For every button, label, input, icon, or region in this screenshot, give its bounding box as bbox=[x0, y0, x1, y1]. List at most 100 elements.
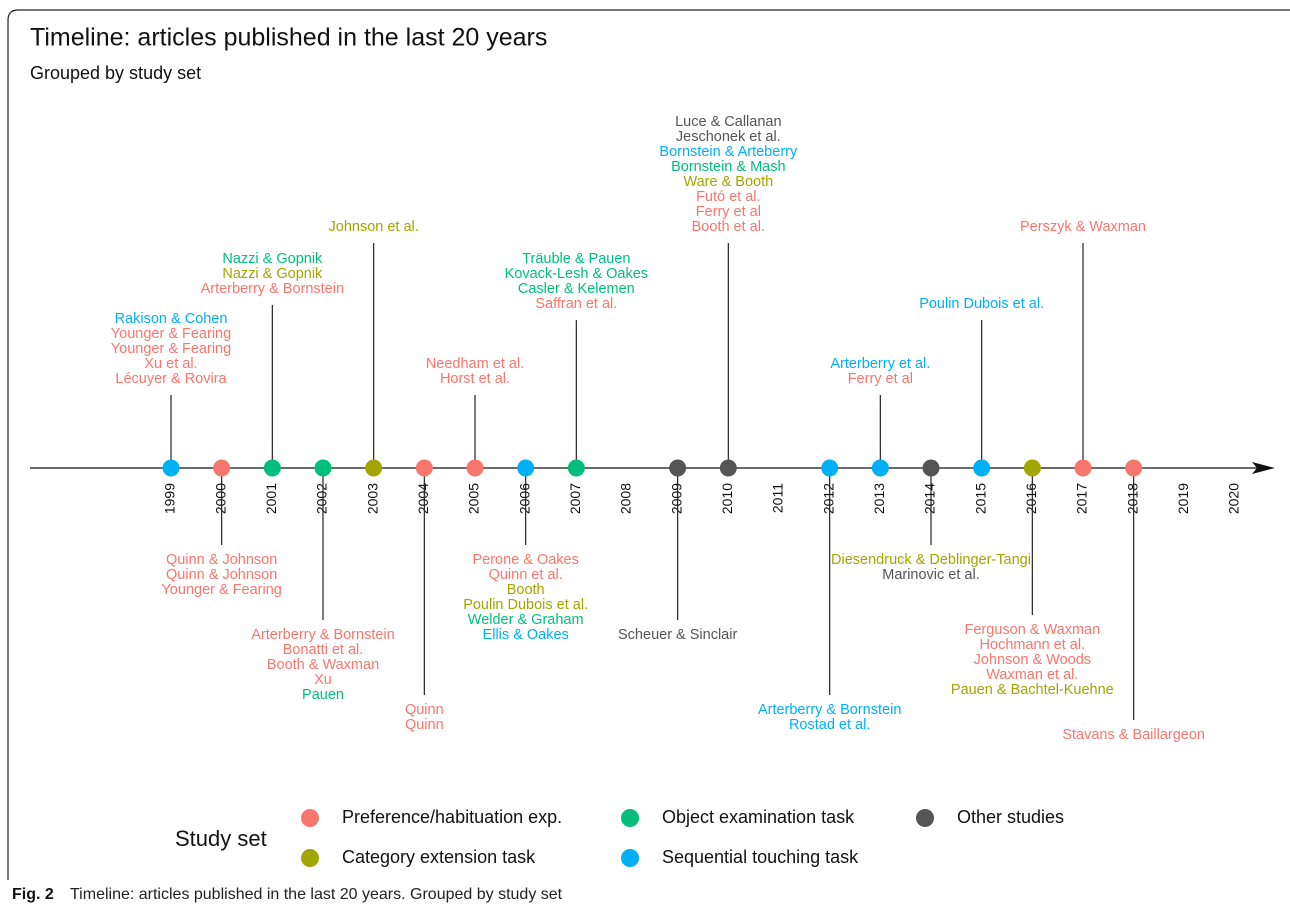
article-label: Booth & Waxman bbox=[267, 657, 379, 673]
article-label: Nazzi & Gopnik bbox=[222, 266, 323, 282]
event-dot bbox=[821, 459, 839, 477]
article-label: Quinn & Johnson bbox=[166, 567, 277, 583]
article-label: Pauen bbox=[302, 687, 344, 703]
event-dot bbox=[1023, 459, 1041, 477]
event-dot bbox=[871, 459, 889, 477]
year-label: 2017 bbox=[1074, 483, 1090, 514]
year-label: 2002 bbox=[314, 483, 330, 514]
event-dot bbox=[1074, 459, 1092, 477]
event-dot bbox=[466, 459, 484, 477]
chart-title: Timeline: articles published in the last… bbox=[30, 24, 547, 52]
year-label: 2005 bbox=[466, 483, 482, 514]
legend-label: Preference/habituation exp. bbox=[342, 807, 562, 827]
event-dot bbox=[162, 459, 180, 477]
article-label: Marinovic et al. bbox=[882, 567, 980, 583]
article-label: Arterberry & Bornstein bbox=[758, 702, 901, 718]
axis-arrow bbox=[1252, 462, 1275, 474]
event-dot bbox=[213, 459, 231, 477]
legend-swatch bbox=[621, 809, 639, 827]
article-label: Quinn bbox=[405, 717, 444, 733]
year-label: 2016 bbox=[1023, 483, 1039, 514]
year-label: 2011 bbox=[770, 483, 786, 513]
year-label: 2009 bbox=[668, 483, 684, 514]
article-label: Lécuyer & Rovira bbox=[115, 371, 227, 387]
article-label: Quinn et al. bbox=[489, 567, 563, 583]
article-label: Johnson et al. bbox=[329, 219, 419, 235]
legend-label: Other studies bbox=[957, 807, 1064, 827]
article-label: Xu et al. bbox=[144, 356, 197, 372]
year-label: 2013 bbox=[871, 483, 887, 514]
article-label: Arterberry & Bornstein bbox=[251, 627, 394, 643]
article-label: Arterberry & Bornstein bbox=[201, 281, 344, 297]
article-label: Bornstein & Arteberry bbox=[659, 144, 798, 160]
article-label: Johnson & Woods bbox=[974, 652, 1091, 668]
event-dot bbox=[719, 459, 737, 477]
article-label: Xu bbox=[314, 672, 332, 688]
article-label: Ferguson & Waxman bbox=[965, 622, 1101, 638]
year-label: 2014 bbox=[922, 483, 938, 514]
article-label: Bornstein & Mash bbox=[671, 159, 785, 175]
legend-title: Study set bbox=[175, 826, 267, 851]
year-label: 2000 bbox=[212, 483, 228, 514]
article-label: Rakison & Cohen bbox=[115, 311, 228, 327]
article-label: Arterberry et al. bbox=[830, 356, 930, 372]
year-label: 2006 bbox=[516, 483, 532, 514]
legend-label: Category extension task bbox=[342, 847, 536, 867]
article-label: Perone & Oakes bbox=[472, 552, 578, 568]
event-dot bbox=[1125, 459, 1143, 477]
event-dot bbox=[314, 459, 332, 477]
article-label: Saffran et al. bbox=[535, 296, 617, 312]
article-label: Younger & Fearing bbox=[111, 326, 231, 342]
article-label: Ware & Booth bbox=[683, 174, 773, 190]
article-label: Rostad et al. bbox=[789, 717, 870, 733]
event-dot bbox=[517, 459, 535, 477]
article-label: Booth bbox=[507, 582, 545, 598]
event-dot bbox=[365, 459, 383, 477]
article-label: Welder & Graham bbox=[468, 612, 584, 628]
article-label: Booth et al. bbox=[692, 219, 765, 235]
year-label: 2019 bbox=[1175, 483, 1191, 514]
article-label: Ferry et al bbox=[696, 204, 761, 220]
chart-subtitle: Grouped by study set bbox=[30, 63, 201, 83]
caption-text: Timeline: articles published in the last… bbox=[70, 886, 563, 903]
event-dot bbox=[263, 459, 281, 477]
legend-swatch bbox=[301, 849, 319, 867]
article-label: Quinn & Johnson bbox=[166, 552, 277, 568]
article-label: Ellis & Oakes bbox=[483, 627, 569, 643]
year-label: 2018 bbox=[1124, 483, 1140, 514]
legend-swatch bbox=[916, 809, 934, 827]
year-label: 1999 bbox=[162, 483, 178, 514]
article-label: Quinn bbox=[405, 702, 444, 718]
article-label: Scheuer & Sinclair bbox=[618, 627, 737, 643]
frame bbox=[7, 9, 1290, 880]
article-label: Poulin Dubois et al. bbox=[463, 597, 588, 613]
article-label: Bonatti et al. bbox=[283, 642, 364, 658]
article-label: Luce & Callanan bbox=[675, 114, 781, 130]
event-dot bbox=[567, 459, 585, 477]
year-label: 2007 bbox=[567, 483, 583, 514]
article-label: Poulin Dubois et al. bbox=[919, 296, 1044, 312]
event-dot bbox=[922, 459, 940, 477]
legend-swatch bbox=[621, 849, 639, 867]
year-label: 2003 bbox=[364, 483, 380, 514]
article-label: Kovack-Lesh & Oakes bbox=[505, 266, 648, 282]
article-label: Futó et al. bbox=[696, 189, 760, 205]
article-label: Nazzi & Gopnik bbox=[222, 251, 323, 267]
year-label: 2004 bbox=[415, 483, 431, 514]
article-label: Pauen & Bachtel-Kuehne bbox=[951, 682, 1114, 698]
article-label: Horst et al. bbox=[440, 371, 510, 387]
event-dot bbox=[669, 459, 687, 477]
article-label: Needham et al. bbox=[426, 356, 524, 372]
year-label: 2001 bbox=[263, 483, 279, 514]
article-label: Younger & Fearing bbox=[161, 582, 281, 598]
year-label: 2015 bbox=[972, 483, 988, 514]
year-label: 2012 bbox=[820, 483, 836, 514]
article-label: Stavans & Baillargeon bbox=[1062, 727, 1205, 743]
article-label: Ferry et al bbox=[848, 371, 913, 387]
legend-label: Object examination task bbox=[662, 807, 855, 827]
article-label: Casler & Kelemen bbox=[518, 281, 635, 297]
article-label: Diesendruck & Deblinger-Tangi bbox=[831, 552, 1031, 568]
event-dot bbox=[973, 459, 991, 477]
legend-label: Sequential touching task bbox=[662, 847, 859, 867]
